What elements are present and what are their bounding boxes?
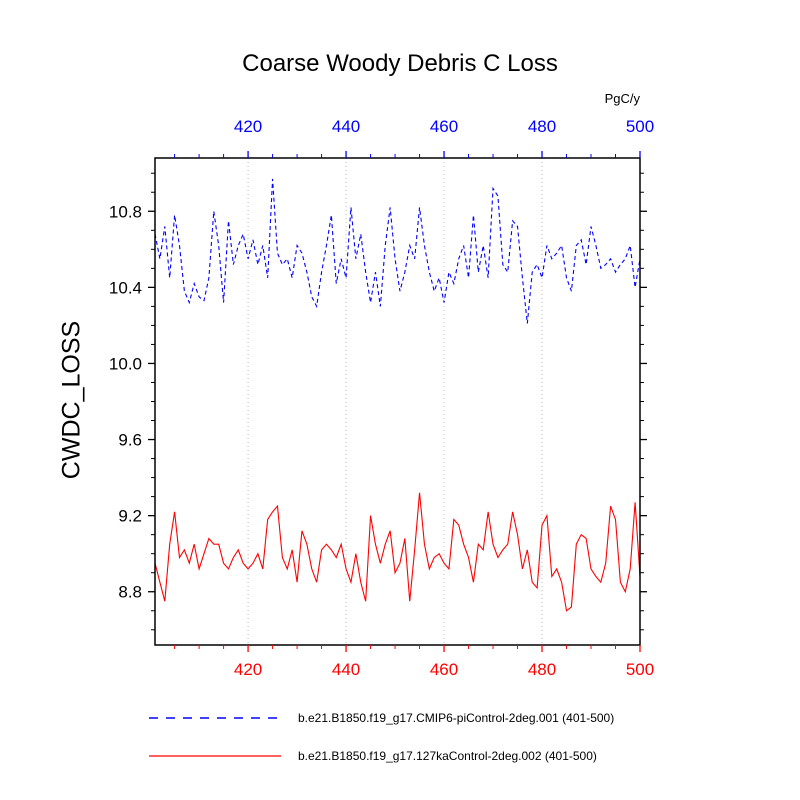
svg-text:10.4: 10.4: [109, 278, 142, 297]
svg-text:10.0: 10.0: [109, 354, 142, 373]
chart-title: Coarse Woody Debris C Loss: [242, 50, 558, 77]
svg-text:440: 440: [332, 660, 360, 679]
svg-text:500: 500: [626, 660, 654, 679]
top-axis-units-label: PgC/y: [604, 91, 640, 106]
svg-text:420: 420: [234, 660, 262, 679]
svg-text:9.6: 9.6: [118, 431, 142, 450]
svg-text:420: 420: [234, 117, 262, 136]
svg-text:440: 440: [332, 117, 360, 136]
legend-label: b.e21.B1850.f19_g17.127kaControl-2deg.00…: [298, 749, 597, 763]
svg-text:480: 480: [528, 660, 556, 679]
svg-text:480: 480: [528, 117, 556, 136]
svg-text:500: 500: [626, 117, 654, 136]
legend-item: b.e21.B1850.f19_g17.CMIP6-piControl-2deg…: [148, 711, 614, 725]
legend-line-sample-solid: [149, 755, 281, 757]
legend-item: b.e21.B1850.f19_g17.127kaControl-2deg.00…: [148, 749, 597, 763]
svg-text:8.8: 8.8: [118, 583, 142, 602]
legend-label: b.e21.B1850.f19_g17.CMIP6-piControl-2deg…: [298, 711, 615, 725]
legend-line-sample-dashed: [149, 717, 281, 719]
svg-text:10.8: 10.8: [109, 202, 142, 221]
svg-text:460: 460: [430, 660, 458, 679]
svg-text:9.2: 9.2: [118, 507, 142, 526]
svg-text:460: 460: [430, 117, 458, 136]
